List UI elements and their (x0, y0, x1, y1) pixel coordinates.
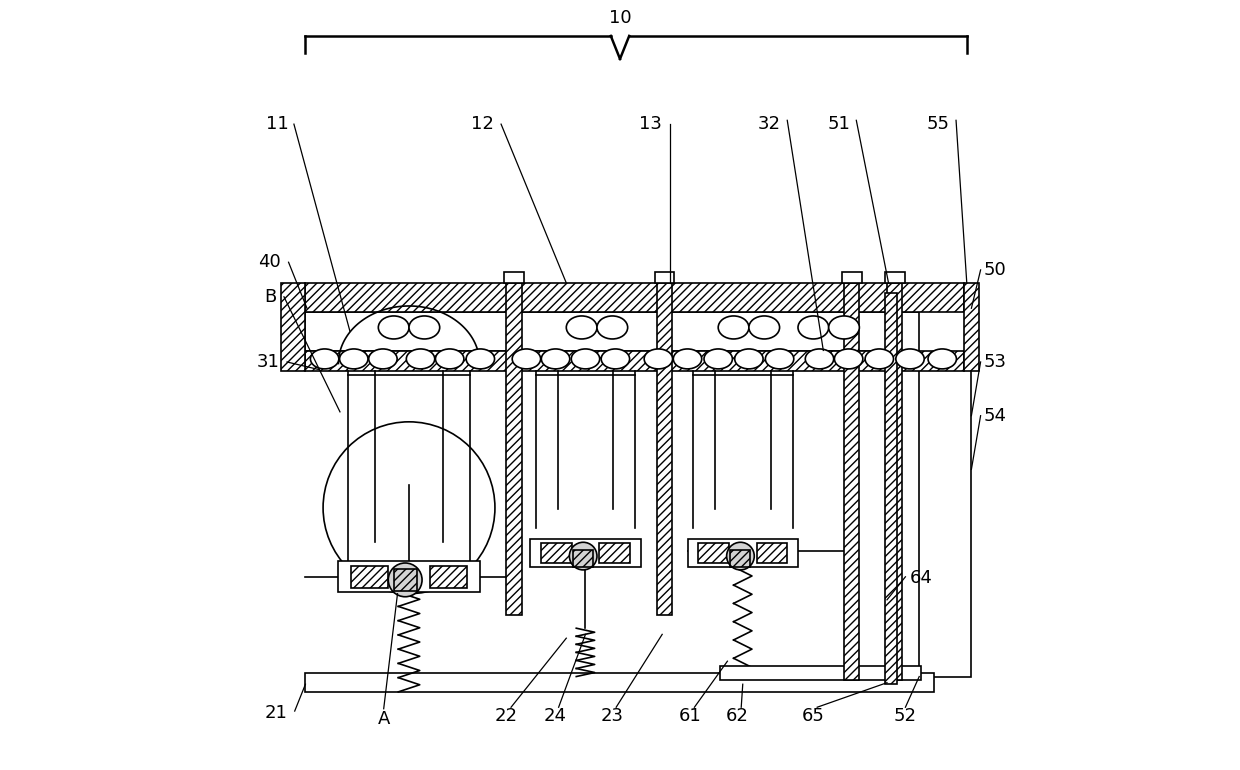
Bar (305, 351, 963, 371)
Text: B: B (264, 288, 277, 306)
Text: 32: 32 (758, 116, 781, 133)
Circle shape (569, 542, 596, 570)
Ellipse shape (644, 349, 672, 369)
Bar (531, 539, 641, 567)
Text: 10: 10 (609, 9, 631, 27)
Bar (573, 550, 593, 567)
Text: 61: 61 (680, 708, 702, 725)
Text: 52: 52 (894, 708, 916, 725)
Bar (842, 273, 862, 283)
Bar (281, 283, 305, 371)
Circle shape (388, 563, 422, 597)
Text: 13: 13 (640, 116, 662, 133)
Bar (687, 539, 799, 567)
Text: 23: 23 (601, 708, 624, 725)
Text: 62: 62 (725, 708, 749, 725)
Bar (844, 283, 859, 681)
Bar (657, 283, 672, 615)
Bar (599, 543, 630, 563)
Ellipse shape (407, 349, 435, 369)
Ellipse shape (799, 316, 828, 339)
Text: 40: 40 (258, 253, 281, 271)
Ellipse shape (567, 316, 596, 339)
Ellipse shape (749, 316, 780, 339)
Ellipse shape (895, 349, 924, 369)
Ellipse shape (928, 349, 956, 369)
Bar (393, 569, 417, 591)
Ellipse shape (805, 349, 833, 369)
Ellipse shape (466, 349, 495, 369)
Ellipse shape (835, 349, 863, 369)
Bar (884, 273, 905, 283)
Ellipse shape (718, 316, 749, 339)
Ellipse shape (866, 349, 894, 369)
Text: 53: 53 (983, 353, 1007, 371)
Ellipse shape (596, 316, 627, 339)
Text: 50: 50 (983, 261, 1007, 279)
Ellipse shape (673, 349, 702, 369)
Bar (339, 561, 480, 592)
Ellipse shape (378, 316, 409, 339)
Bar (719, 666, 921, 680)
Circle shape (727, 542, 754, 570)
Text: 65: 65 (802, 708, 825, 725)
Text: 11: 11 (265, 116, 289, 133)
Bar (505, 273, 525, 283)
Ellipse shape (512, 349, 541, 369)
Bar (730, 550, 750, 567)
Ellipse shape (601, 349, 630, 369)
Ellipse shape (409, 316, 440, 339)
Ellipse shape (734, 349, 763, 369)
Ellipse shape (310, 349, 339, 369)
Bar (698, 543, 729, 563)
Bar (963, 283, 980, 371)
Bar (506, 283, 522, 615)
Bar (919, 285, 971, 677)
Ellipse shape (704, 349, 733, 369)
Text: 12: 12 (470, 116, 494, 133)
Bar (430, 566, 466, 588)
Text: 31: 31 (257, 353, 279, 371)
Ellipse shape (542, 349, 569, 369)
Text: 21: 21 (264, 705, 286, 722)
Text: 55: 55 (928, 116, 950, 133)
Ellipse shape (765, 349, 794, 369)
Ellipse shape (368, 349, 397, 369)
Text: 64: 64 (910, 569, 932, 588)
Bar (305, 312, 963, 351)
Text: 51: 51 (827, 116, 851, 133)
Bar (351, 566, 388, 588)
Ellipse shape (340, 349, 368, 369)
Bar (887, 283, 903, 681)
Bar (541, 543, 572, 563)
Bar (884, 293, 897, 685)
Ellipse shape (572, 349, 600, 369)
Bar (305, 283, 963, 312)
Text: 22: 22 (495, 708, 518, 725)
Ellipse shape (828, 316, 859, 339)
Text: 24: 24 (543, 708, 567, 725)
Bar (305, 674, 934, 692)
Bar (655, 273, 675, 283)
Text: 54: 54 (983, 407, 1007, 425)
Ellipse shape (435, 349, 464, 369)
Text: A: A (377, 710, 389, 728)
Bar (756, 543, 787, 563)
